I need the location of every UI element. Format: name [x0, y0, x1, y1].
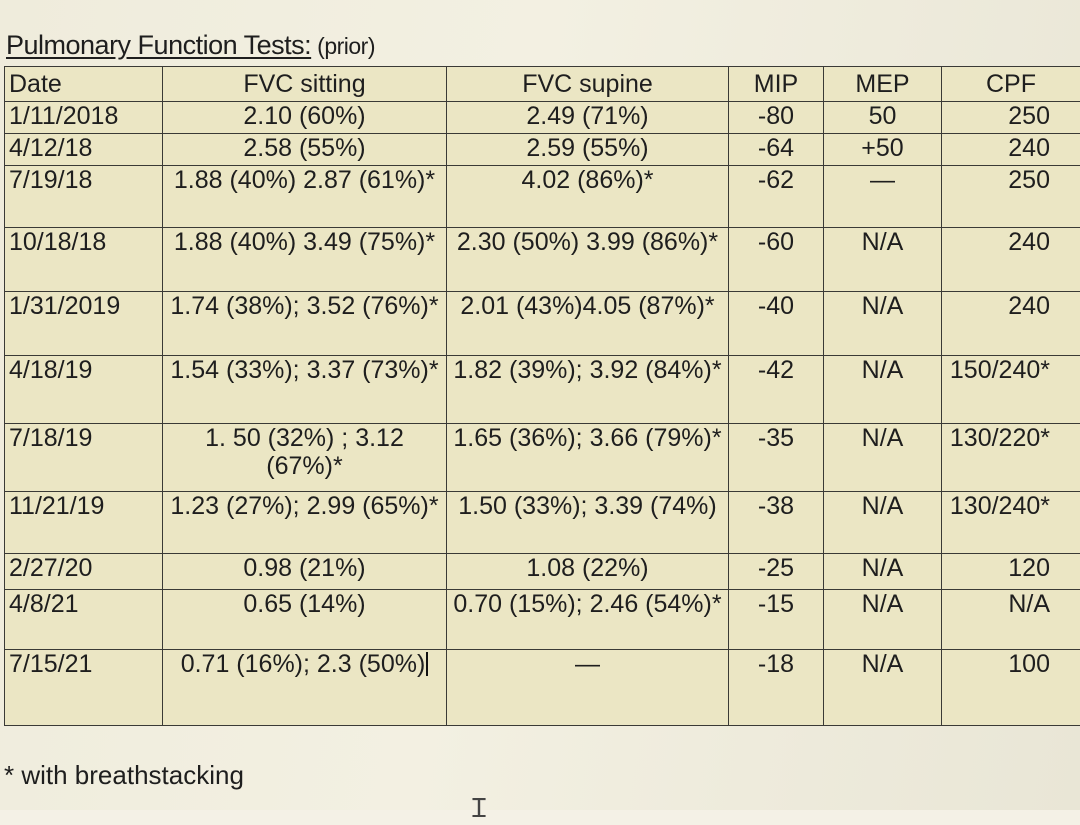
table-cell-fvc-sitting[interactable]: 1.74 (38%); 3.52 (76%)*	[163, 292, 447, 356]
table-cell-cpf[interactable]: 250	[942, 102, 1080, 134]
title-subtitle: (prior)	[317, 33, 375, 59]
table-cell-fvc-supine[interactable]: 2.49 (71%)	[447, 102, 729, 134]
table-cell-mip[interactable]: -25	[729, 554, 824, 590]
footnote: * with breathstacking	[4, 760, 244, 791]
column-header-fvc-supine: FVC supine	[447, 67, 729, 102]
page-title: Pulmonary Function Tests:(prior)	[6, 30, 375, 61]
table-cell-date[interactable]: 7/19/18	[5, 166, 163, 228]
table-cell-date[interactable]: 2/27/20	[5, 554, 163, 590]
table-cell-mep[interactable]: N/A	[824, 650, 942, 726]
table-header-row: Date FVC sitting FVC supine MIP MEP CPF	[5, 67, 1080, 102]
table-cell-fvc-supine[interactable]: 4.02 (86%)*	[447, 166, 729, 228]
table-cell-fvc-supine[interactable]: 2.59 (55%)	[447, 134, 729, 166]
text-caret	[426, 652, 428, 676]
table-cell-cpf[interactable]: 130/240*	[942, 492, 1080, 554]
table-cell-mip[interactable]: -64	[729, 134, 824, 166]
table-cell-cpf[interactable]: 120	[942, 554, 1080, 590]
table-cell-mep[interactable]: N/A	[824, 554, 942, 590]
table-cell-mep[interactable]: +50	[824, 134, 942, 166]
table-cell-fvc-supine[interactable]: 1.08 (22%)	[447, 554, 729, 590]
table-cell-fvc-supine[interactable]: 2.01 (43%)4.05 (87%)*	[447, 292, 729, 356]
table-cell-cpf[interactable]: 240	[942, 292, 1080, 356]
table-cell-date[interactable]: 4/8/21	[5, 590, 163, 650]
column-header-date: Date	[5, 67, 163, 102]
table-cell-mep[interactable]: N/A	[824, 590, 942, 650]
table-cell-fvc-sitting[interactable]: 0.98 (21%)	[163, 554, 447, 590]
table-cell-cpf[interactable]: 250	[942, 166, 1080, 228]
column-header-mip: MIP	[729, 67, 824, 102]
table-cell-fvc-sitting[interactable]: 1. 50 (32%) ; 3.12 (67%)*	[163, 424, 447, 492]
table-cell-fvc-sitting[interactable]: 1.23 (27%); 2.99 (65%)*	[163, 492, 447, 554]
table-cell-mep[interactable]: N/A	[824, 492, 942, 554]
table-cell-fvc-sitting[interactable]: 0.71 (16%); 2.3 (50%)	[163, 650, 447, 726]
table-cell-fvc-sitting[interactable]: 1.88 (40%) 2.87 (61%)*	[163, 166, 447, 228]
table-cell-mep[interactable]: N/A	[824, 356, 942, 424]
table-cell-mep[interactable]: N/A	[824, 292, 942, 356]
table-cell-date[interactable]: 7/15/21	[5, 650, 163, 726]
table-cell-mep[interactable]: 50	[824, 102, 942, 134]
table-cell-cpf[interactable]: 240	[942, 134, 1080, 166]
table-cell-mip[interactable]: -38	[729, 492, 824, 554]
pft-table[interactable]: Date FVC sitting FVC supine MIP MEP CPF …	[4, 66, 1080, 726]
table-cell-cpf[interactable]: 130/220*	[942, 424, 1080, 492]
column-header-mep: MEP	[824, 67, 942, 102]
table-cell-fvc-sitting[interactable]: 2.58 (55%)	[163, 134, 447, 166]
text-cursor-icon: Ｉ	[466, 788, 492, 825]
table-cell-mep[interactable]: N/A	[824, 424, 942, 492]
table-cell-date[interactable]: 11/21/19	[5, 492, 163, 554]
table-cell-fvc-sitting[interactable]: 0.65 (14%)	[163, 590, 447, 650]
table-cell-date[interactable]: 1/11/2018	[5, 102, 163, 134]
table-cell-cpf[interactable]: N/A	[942, 590, 1080, 650]
table-cell-mip[interactable]: -42	[729, 356, 824, 424]
table-cell-cpf[interactable]: 150/240*	[942, 356, 1080, 424]
table-cell-fvc-supine[interactable]: 1.65 (36%); 3.66 (79%)*	[447, 424, 729, 492]
table-cell-date[interactable]: 7/18/19	[5, 424, 163, 492]
table-cell-date[interactable]: 10/18/18	[5, 228, 163, 292]
table-cell-mip[interactable]: -40	[729, 292, 824, 356]
table-cell-date[interactable]: 1/31/2019	[5, 292, 163, 356]
table-cell-cpf[interactable]: 240	[942, 228, 1080, 292]
table-cell-date[interactable]: 4/12/18	[5, 134, 163, 166]
table-cell-fvc-supine[interactable]: 2.30 (50%) 3.99 (86%)*	[447, 228, 729, 292]
table-cell-date[interactable]: 4/18/19	[5, 356, 163, 424]
table-cell-mep[interactable]: —	[824, 166, 942, 228]
table-cell-mip[interactable]: -60	[729, 228, 824, 292]
table-cell-fvc-supine[interactable]: 1.82 (39%); 3.92 (84%)*	[447, 356, 729, 424]
table-cell-fvc-sitting[interactable]: 1.88 (40%) 3.49 (75%)*	[163, 228, 447, 292]
table-cell-mip[interactable]: -80	[729, 102, 824, 134]
table-cell-fvc-supine[interactable]: 0.70 (15%); 2.46 (54%)*	[447, 590, 729, 650]
table-cell-fvc-sitting[interactable]: 1.54 (33%); 3.37 (73%)*	[163, 356, 447, 424]
table-cell-fvc-sitting[interactable]: 2.10 (60%)	[163, 102, 447, 134]
table-cell-mip[interactable]: -35	[729, 424, 824, 492]
table-cell-mip[interactable]: -15	[729, 590, 824, 650]
table-cell-mep[interactable]: N/A	[824, 228, 942, 292]
table-cell-mip[interactable]: -62	[729, 166, 824, 228]
title-text: Pulmonary Function Tests:	[6, 30, 311, 60]
table-cell-cpf[interactable]: 100	[942, 650, 1080, 726]
table-cell-fvc-supine[interactable]: 1.50 (33%); 3.39 (74%)	[447, 492, 729, 554]
table-cell-fvc-supine[interactable]: —	[447, 650, 729, 726]
column-header-cpf: CPF	[942, 67, 1080, 102]
column-header-fvc-sitting: FVC sitting	[163, 67, 447, 102]
table-cell-mip[interactable]: -18	[729, 650, 824, 726]
